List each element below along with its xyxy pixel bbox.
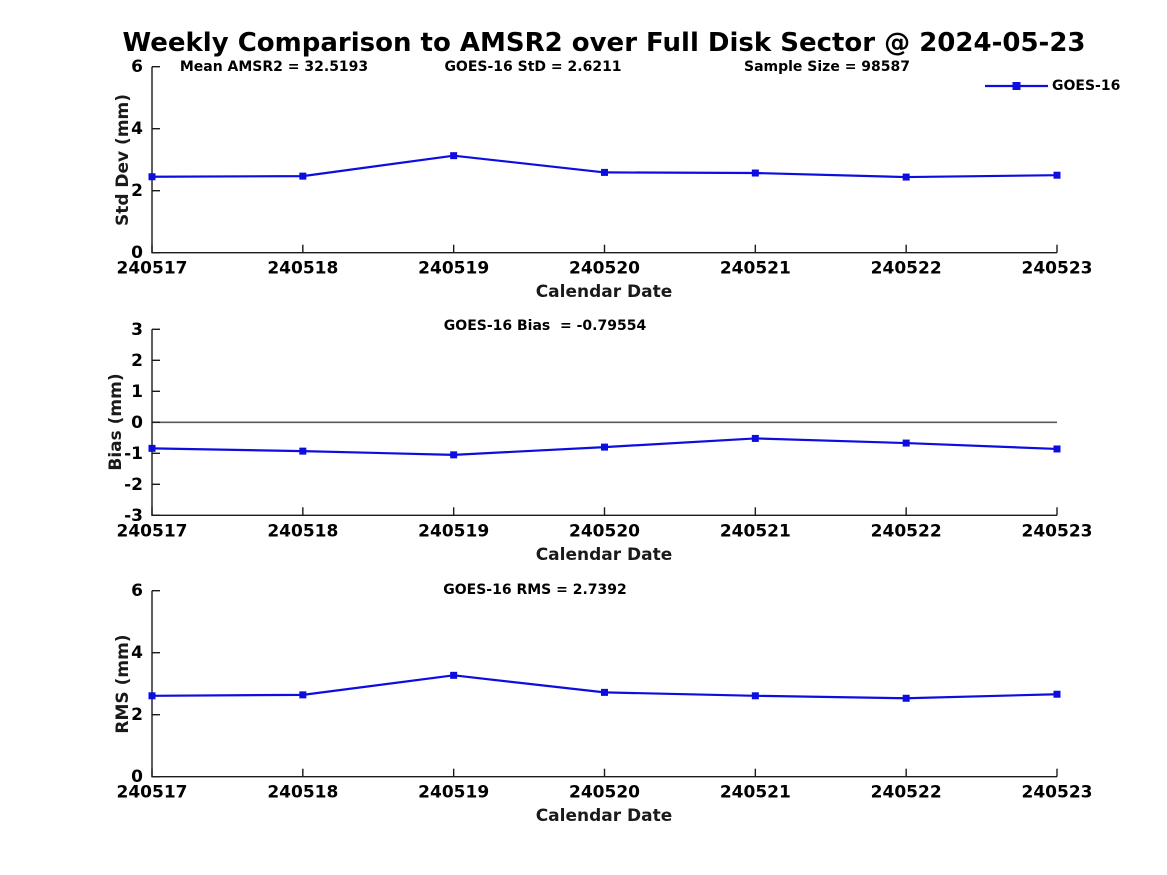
- y-tick-label: 2: [131, 181, 143, 201]
- y-tick-label: 6: [131, 581, 143, 601]
- data-point-marker: [751, 434, 759, 442]
- x-tick-label: 240521: [720, 259, 791, 279]
- annotation-goes16-std: GOES-16 StD = 2.6211: [444, 59, 622, 75]
- data-point-marker: [902, 694, 910, 702]
- x-tick-label: 240523: [1022, 783, 1093, 803]
- xlabel-calendar-date-2: Calendar Date: [535, 545, 673, 565]
- data-point-marker: [1053, 445, 1061, 453]
- y-tick-label: 2: [131, 705, 143, 725]
- y-tick-label: -2: [124, 475, 143, 495]
- legend-marker-icon: [1012, 82, 1021, 90]
- x-tick-label: 240517: [117, 521, 188, 541]
- data-point-marker: [751, 692, 759, 700]
- annotation-goes16-bias: GOES-16 Bias = -0.79554: [443, 318, 647, 334]
- ylabel-rms: RMS (mm): [113, 634, 133, 734]
- x-tick-label: 240522: [871, 521, 942, 541]
- legend-label: GOES-16: [1052, 78, 1121, 94]
- xlabel-calendar-date-3: Calendar Date: [535, 806, 673, 826]
- axis-lines: [151, 590, 1057, 778]
- data-point-marker: [148, 692, 156, 700]
- x-tick-label: 240518: [267, 783, 338, 803]
- x-tick-label: 240523: [1022, 259, 1093, 279]
- ylabel-bias: Bias (mm): [106, 373, 126, 471]
- x-tick-label: 240523: [1022, 521, 1093, 541]
- y-tick-label: 3: [131, 320, 143, 340]
- y-tick-label: 4: [131, 119, 143, 139]
- data-point-marker: [1053, 690, 1061, 698]
- data-point-marker: [450, 152, 458, 160]
- x-tick-label: 240520: [569, 521, 640, 541]
- y-tick-label: -1: [124, 444, 143, 464]
- y-tick-label: 2: [131, 351, 143, 371]
- annotation-mean-amsr2: Mean AMSR2 = 32.5193: [179, 59, 369, 75]
- y-tick-label: 4: [131, 643, 143, 663]
- ylabel-std-dev: Std Dev (mm): [113, 93, 133, 227]
- annotation-goes16-rms: GOES-16 RMS = 2.7392: [443, 582, 627, 598]
- x-tick-label: 240521: [720, 521, 791, 541]
- data-point-marker: [601, 443, 608, 451]
- y-tick-label: 0: [131, 413, 143, 433]
- figure-title: Weekly Comparison to AMSR2 over Full Dis…: [122, 28, 1086, 58]
- data-point-marker: [148, 173, 156, 181]
- x-tick-label: 240517: [117, 783, 188, 803]
- x-tick-label: 240522: [871, 259, 942, 279]
- data-point-marker: [299, 447, 307, 455]
- data-point-marker: [450, 451, 458, 459]
- data-point-marker: [601, 168, 608, 176]
- y-tick-label: 6: [131, 57, 143, 77]
- x-tick-label: 240520: [569, 783, 640, 803]
- x-tick-label: 240519: [418, 783, 489, 803]
- data-point-marker: [902, 173, 910, 181]
- x-tick-label: 240519: [418, 521, 489, 541]
- data-point-marker: [148, 444, 156, 452]
- y-tick-label: -3: [124, 506, 143, 526]
- x-tick-label: 240521: [720, 783, 791, 803]
- y-tick-label: 0: [131, 243, 143, 263]
- x-tick-label: 240517: [117, 259, 188, 279]
- data-point-marker: [450, 671, 458, 679]
- xlabel-calendar-date-1: Calendar Date: [535, 282, 673, 302]
- data-point-marker: [299, 691, 307, 699]
- x-tick-label: 240518: [267, 521, 338, 541]
- x-tick-label: 240522: [871, 783, 942, 803]
- data-point-marker: [902, 439, 910, 447]
- y-tick-label: 0: [131, 767, 143, 787]
- data-point-marker: [1053, 171, 1061, 179]
- annotation-sample-size: Sample Size = 98587: [743, 59, 911, 75]
- data-point-marker: [751, 169, 759, 177]
- x-tick-label: 240518: [267, 259, 338, 279]
- x-tick-label: 240520: [569, 259, 640, 279]
- data-point-marker: [601, 688, 608, 696]
- y-tick-label: 1: [131, 382, 143, 402]
- x-tick-label: 240519: [418, 259, 489, 279]
- data-point-marker: [299, 172, 307, 180]
- axis-lines: [151, 66, 1057, 254]
